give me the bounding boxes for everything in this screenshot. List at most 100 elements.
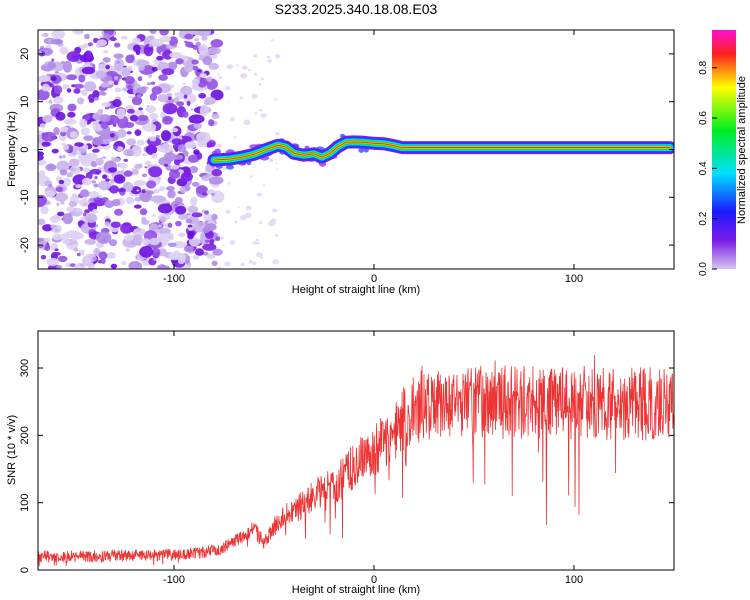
noise-blob <box>201 142 208 147</box>
noise-blob <box>148 166 163 178</box>
noise-blob <box>151 247 161 258</box>
noise-blob <box>222 244 225 247</box>
noise-blob <box>42 115 53 123</box>
noise-blob <box>42 224 53 232</box>
noise-blob <box>170 127 179 133</box>
noise-blob <box>52 233 63 241</box>
snr-x-tick-label: 100 <box>565 574 583 586</box>
noise-blob <box>208 119 215 127</box>
noise-blob <box>121 260 127 266</box>
noise-blob <box>128 261 143 269</box>
noise-blob <box>109 239 118 247</box>
noise-blob <box>266 55 271 59</box>
noise-blob <box>110 133 115 138</box>
noise-blob <box>101 101 111 108</box>
noise-blob <box>125 196 135 205</box>
noise-blob <box>199 104 209 116</box>
noise-blob <box>256 251 263 258</box>
spectrogram-y-tick-label: 10 <box>19 96 31 108</box>
noise-blob <box>100 132 110 140</box>
noise-blob <box>48 99 53 104</box>
noise-blob <box>80 189 89 195</box>
noise-blob <box>136 227 142 232</box>
ridge-blob <box>358 147 365 153</box>
noise-blob <box>96 39 108 47</box>
noise-blob <box>98 251 108 260</box>
noise-blob <box>255 238 260 242</box>
noise-blob <box>157 94 169 103</box>
noise-blob <box>149 30 157 34</box>
noise-blob <box>137 241 142 246</box>
noise-blob <box>78 74 86 83</box>
noise-blob <box>145 190 155 195</box>
noise-blob <box>224 85 231 91</box>
noise-blob <box>38 78 43 83</box>
noise-blob <box>102 57 111 63</box>
snr-y-tick-label: 200 <box>19 426 31 444</box>
noise-blob <box>40 254 47 260</box>
noise-blob <box>113 146 118 150</box>
noise-blob <box>65 238 79 250</box>
noise-blob <box>197 80 207 88</box>
noise-blob <box>75 207 82 213</box>
noise-blob <box>133 180 147 187</box>
snr-x-ticks: -100 0 100 <box>163 331 583 586</box>
noise-blob <box>122 87 128 92</box>
noise-blob <box>105 64 110 70</box>
noise-blob <box>48 184 53 188</box>
spectrogram-y-tick-label: -10 <box>19 189 31 205</box>
noise-blob <box>90 63 93 66</box>
noise-blob <box>149 136 157 142</box>
noise-blob <box>80 89 88 96</box>
noise-blob <box>83 152 98 162</box>
noise-blob <box>260 256 263 259</box>
noise-blob <box>54 229 59 232</box>
noise-blob <box>149 38 164 47</box>
noise-blob <box>262 184 266 187</box>
noise-blob <box>236 64 240 67</box>
noise-blob <box>211 192 216 196</box>
noise-blob <box>158 228 164 233</box>
noise-blob <box>158 186 166 192</box>
noise-blob <box>159 36 172 43</box>
noise-blob <box>38 89 50 101</box>
noise-blob <box>125 54 135 64</box>
noise-blob <box>174 43 178 48</box>
noise-blob <box>51 58 54 62</box>
noise-blob <box>120 35 128 40</box>
noise-blob <box>275 168 278 170</box>
noise-blob <box>101 92 107 96</box>
noise-blob <box>104 221 110 227</box>
noise-blob <box>74 83 84 89</box>
noise-blob <box>100 120 109 130</box>
noise-blob <box>123 234 134 242</box>
noise-blob <box>99 114 111 123</box>
noise-blob <box>61 142 67 146</box>
noise-blob <box>170 165 180 170</box>
noise-blob <box>157 177 162 180</box>
noise-blob <box>72 30 83 35</box>
noise-blob <box>180 135 192 143</box>
noise-blob <box>141 189 146 194</box>
noise-blob <box>145 160 152 166</box>
noise-blob <box>92 256 98 261</box>
noise-blob <box>149 35 155 39</box>
noise-blob <box>210 39 224 48</box>
noise-blob <box>201 36 208 41</box>
noise-blob <box>191 59 199 65</box>
snr-y-tick-label: 0 <box>19 567 31 573</box>
noise-blob <box>136 189 140 192</box>
noise-blob <box>184 65 194 73</box>
noise-blob <box>123 148 135 157</box>
noise-blob <box>60 61 65 64</box>
snr-y-label: SNR (10 * v/v) <box>6 415 18 485</box>
noise-blob <box>161 240 170 245</box>
noise-blob <box>40 206 49 215</box>
noise-blob <box>107 80 114 85</box>
noise-blob <box>63 118 77 125</box>
noise-blob <box>56 160 70 172</box>
noise-blob <box>186 100 191 106</box>
noise-blob <box>168 169 181 179</box>
noise-blob <box>195 185 208 195</box>
